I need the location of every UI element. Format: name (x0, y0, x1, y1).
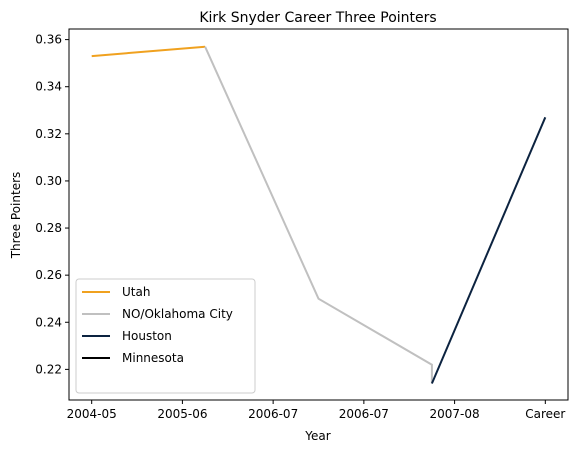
y-tick-label: 0.30 (35, 174, 62, 188)
legend: Utah NO/Oklahoma City Houston Minnesota (75, 278, 256, 394)
y-tick-label: 0.36 (35, 33, 62, 47)
legend-label: Minnesota (122, 351, 184, 365)
y-axis-label: Three Pointers (9, 172, 23, 260)
x-tick-label: 2007-08 (430, 407, 480, 421)
y-tick-label: 0.24 (35, 315, 62, 329)
y-tick-label: 0.28 (35, 221, 62, 235)
legend-box (75, 278, 256, 394)
x-tick-label: 2004-05 (67, 407, 117, 421)
x-tick-label: 2006-07 (339, 407, 389, 421)
x-tick-label: Career (525, 407, 565, 421)
series-line-3 (430, 116, 547, 384)
x-tick-label: 2005-06 (157, 407, 207, 421)
series-layer (91, 45, 547, 384)
chart-title: Kirk Snyder Career Three Pointers (199, 10, 436, 26)
y-tick-label: 0.22 (35, 362, 62, 376)
legend-label: NO/Oklahoma City (122, 307, 233, 321)
x-tick-label: 2006-07 (248, 407, 298, 421)
legend-label: Utah (122, 285, 150, 299)
x-axis: 2004-05 2005-06 2006-07 2006-07 2007-08 Caree… (67, 400, 565, 421)
series-line-1 (91, 45, 206, 58)
y-axis: 0.22 0.24 0.26 0.28 0.30 0.32 0.34 0.36 (35, 33, 69, 376)
plot-frame (68, 28, 569, 401)
legend-label: Houston (122, 329, 172, 343)
y-tick-label: 0.26 (35, 268, 62, 282)
y-tick-label: 0.32 (35, 127, 62, 141)
x-axis-label: Year (304, 429, 330, 443)
y-tick-label: 0.34 (35, 80, 62, 94)
series-line-2 (204, 46, 433, 384)
